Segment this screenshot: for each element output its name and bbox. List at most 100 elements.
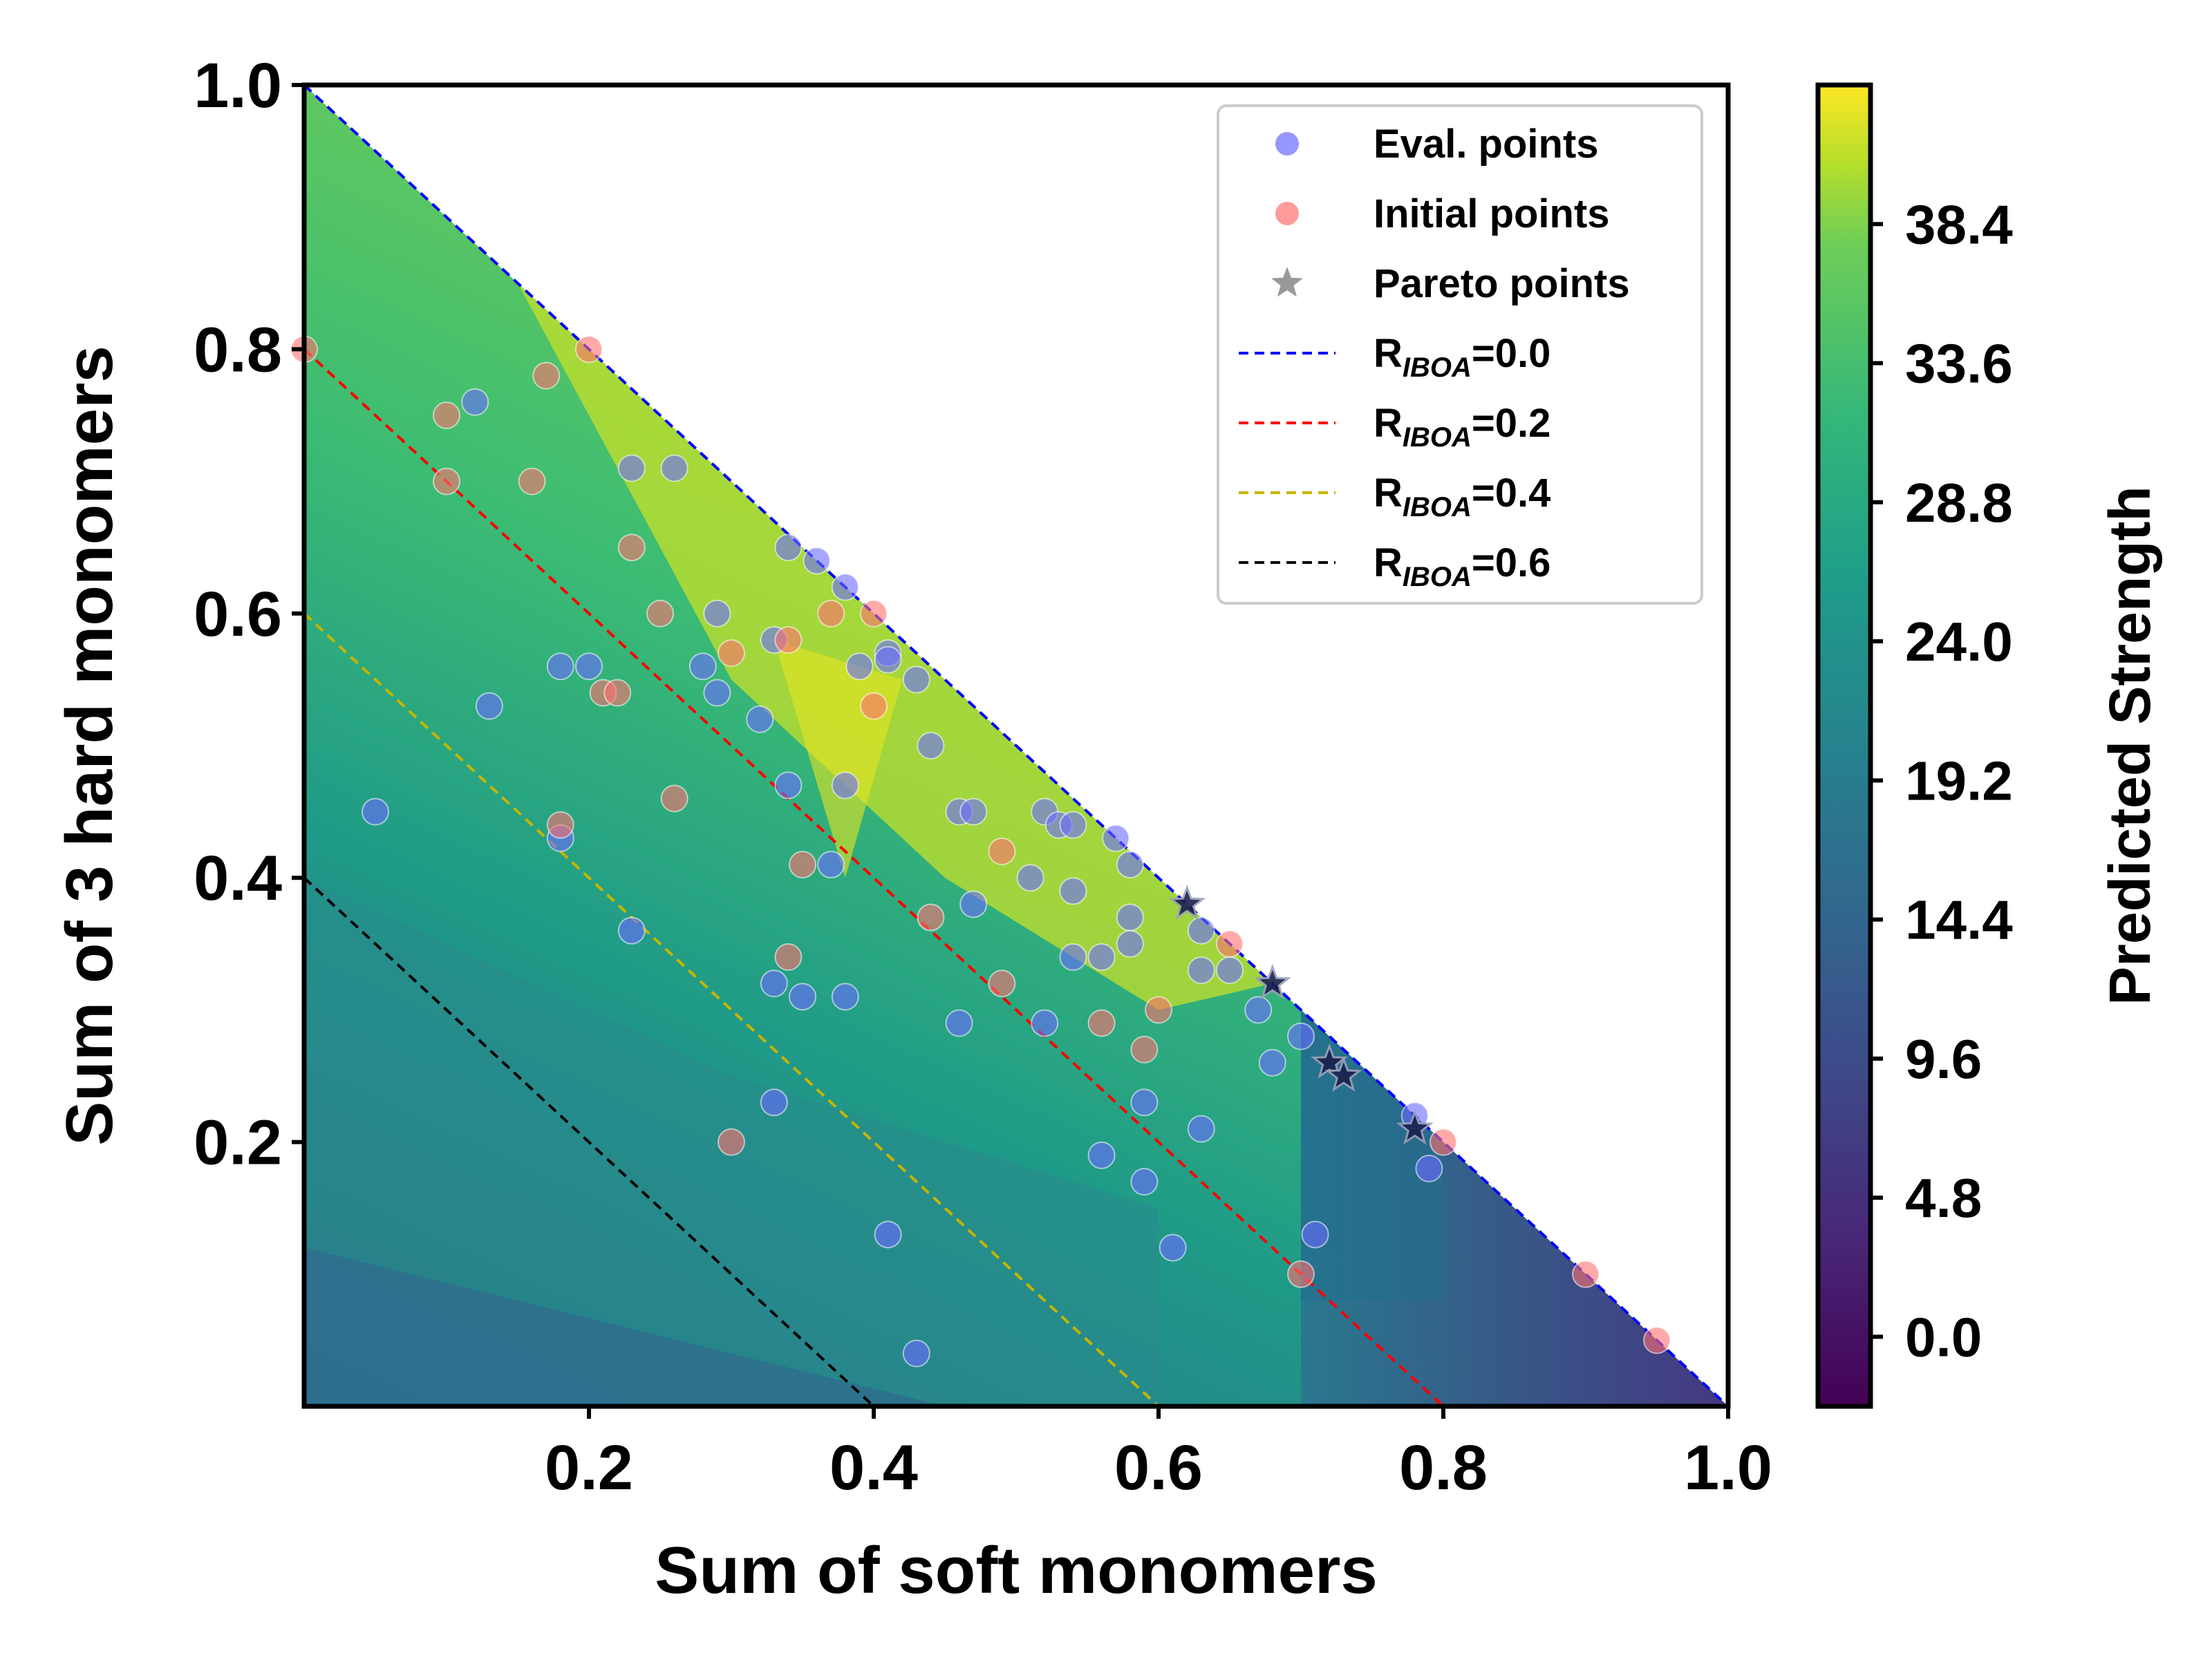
eval-point [1116,929,1144,958]
initial-point [1130,1035,1159,1064]
eval-point [475,692,503,720]
legend-marker [1275,202,1299,225]
eval-point [1130,1088,1159,1117]
colorbar-tick-label: 9.6 [1905,1028,1982,1090]
eval-point [1116,851,1144,879]
initial-point [718,639,745,668]
legend-marker [1275,132,1299,155]
x-tick-label: 0.6 [1114,1433,1203,1503]
x-tick-label: 1.0 [1684,1433,1772,1503]
initial-point [575,335,603,363]
colorbar-tick-label: 28.8 [1905,472,2013,533]
axes: 0.2 0.4 0.6 0.8 1.0 0.2 0.4 0.6 0.8 1.0 [194,50,1772,1503]
eval-point [1415,1154,1443,1182]
eval-point [1102,824,1130,852]
legend-box [1217,104,1703,605]
eval-point [1087,1141,1116,1169]
x-axis-label: Sum of soft monomers [655,1533,1377,1607]
initial-point [860,692,888,720]
eval-point [1159,1234,1187,1262]
eval-point [703,599,731,627]
initial-point [988,970,1016,998]
legend-label: Initial points [1374,191,1610,236]
eval-point [1116,903,1144,932]
eval-point [831,771,859,800]
eval-point [959,797,988,826]
initial-point [532,361,561,390]
pareto-point [1168,885,1206,920]
field-lowest-region [304,1247,945,1406]
field-dark-patch [1301,1010,1443,1301]
pareto-point [1324,1056,1362,1092]
colorbar-tick-label: 19.2 [1905,750,2013,811]
eval-point [1258,1048,1286,1077]
reference-line-1 [303,348,1445,1408]
initial-point [988,837,1016,865]
initial-point [433,402,460,429]
eval-point [760,970,788,998]
eval-point [902,665,930,694]
reference-line-0 [303,84,1730,1408]
eval-point [362,797,389,826]
initial-point [660,784,688,813]
initial-point [1145,996,1172,1024]
eval-point [945,1009,973,1037]
eval-point [1216,956,1244,985]
initial-point [546,811,574,839]
eval-point [1187,956,1215,985]
eval-point [1059,811,1087,839]
initial-point [774,943,803,971]
eval-point [1087,943,1116,971]
y-tick-label: 0.2 [194,1108,282,1178]
eval-point [902,1339,930,1368]
pareto-point [1396,1109,1434,1145]
colorbar-label: Predicted Strength [2097,486,2162,1005]
eval-point [760,1088,788,1117]
initial-point [1087,1009,1116,1037]
colorbar-tick-label: 4.8 [1905,1167,1982,1229]
y-tick-label: 0.6 [194,579,282,650]
initial-point [860,599,888,627]
eval-point [575,652,603,681]
initial-point [917,903,945,932]
initial-point [603,679,632,707]
eval-point [874,1220,902,1249]
y-tick-label: 0.4 [194,843,282,914]
pareto-point [1311,1043,1349,1079]
eval-point [774,533,803,562]
reference-line-2 [303,612,1160,1408]
eval-point [789,983,816,1011]
initial-point [817,599,845,627]
eval-point [1016,864,1044,892]
eval-point [817,851,845,879]
initial-point [617,533,646,562]
scatter-points [290,335,1671,1368]
eval-point [1059,943,1087,971]
eval-point [1301,1220,1329,1249]
eval-point [617,916,646,945]
initial-point [774,626,803,654]
initial-point [1643,1326,1671,1354]
colorbar-gradient [1815,82,1873,1409]
colorbar-tick-label: 33.6 [1905,333,2013,395]
x-tick-label: 0.4 [830,1433,918,1503]
y-tick-label: 0.8 [194,314,282,385]
initial-point [433,467,460,495]
eval-point [1244,996,1273,1024]
eval-point [917,732,945,759]
legend-star [1271,267,1303,297]
colorbar-tick-label: 38.4 [1905,193,2013,255]
initial-point [1572,1260,1600,1288]
x-tick-label: 0.8 [1399,1433,1488,1503]
initial-point [518,467,546,495]
initial-point [1287,1260,1315,1288]
initial-point [1216,929,1244,958]
legend-label: Eval. points [1374,122,1599,167]
eval-point [774,771,803,800]
eval-point [703,679,731,707]
initial-point [718,1128,745,1156]
eval-point [874,645,902,674]
initial-point [789,851,816,879]
